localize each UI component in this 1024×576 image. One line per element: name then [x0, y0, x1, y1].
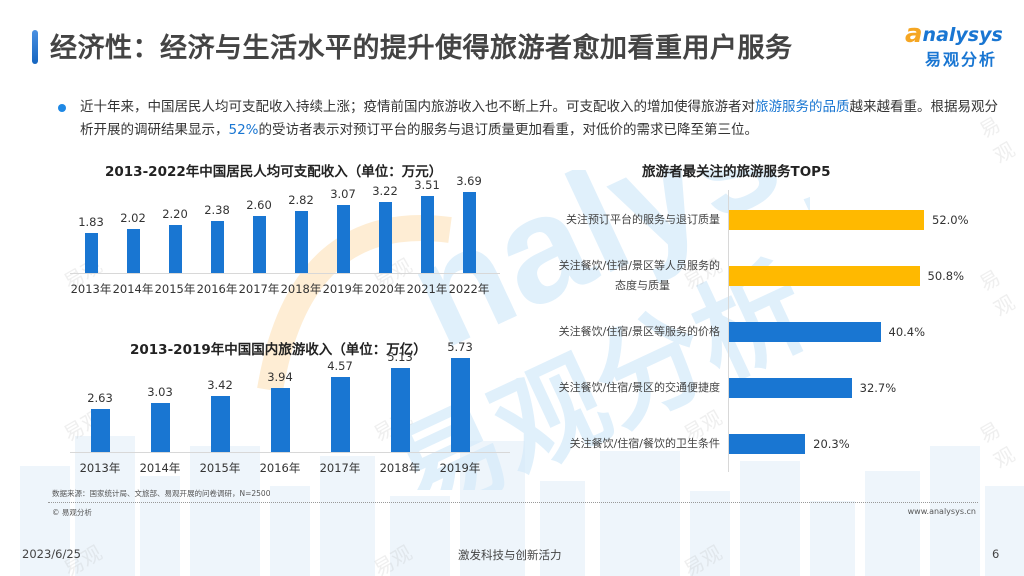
hbar: [729, 210, 924, 230]
x-axis-label: 2015年: [199, 461, 241, 475]
category-label: 关注预订平台的服务与退订质量: [566, 213, 720, 226]
para-highlight-1: 旅游服务的品质: [755, 99, 850, 115]
x-axis-label: 2019年: [439, 461, 481, 475]
city-skyline-background: [20, 436, 1024, 576]
bar: [84, 232, 98, 273]
bar-value-label: 4.57: [327, 359, 353, 374]
bar-value-label: 3.07: [330, 187, 356, 202]
bar-value-label: 32.7%: [859, 381, 897, 395]
bar-value-label: 3.42: [207, 378, 233, 393]
bar: [294, 210, 308, 273]
bar-value-label: 50.8%: [927, 269, 965, 283]
copyright: © 易观分析: [52, 508, 92, 517]
top5-chart-title: 旅游者最关注的旅游服务TOP5: [642, 164, 831, 180]
chart-baseline: [70, 452, 510, 453]
bar: [462, 191, 476, 273]
hbar: [729, 322, 881, 342]
footer-divider: [48, 502, 978, 503]
x-axis-label: 2016年: [196, 282, 238, 296]
data-source: 数据来源：国家统计局、文旅部、易观开展的问卷调研，N=2500: [52, 489, 271, 498]
bullet-dot-icon: [58, 104, 66, 112]
category-label: 关注餐饮/住宿/景区等服务的价格: [558, 325, 720, 338]
para-text-1: 近十年来，中国居民人均可支配收入持续上涨；疫情前国内旅游收入也不断上升。可支配收…: [80, 99, 755, 115]
bar: [336, 205, 350, 273]
bar: [450, 358, 470, 452]
bar: [252, 215, 266, 273]
logo-cn-text: 易观分析: [925, 50, 998, 69]
bar: [126, 228, 140, 273]
x-axis-label: 2013年: [79, 461, 121, 475]
para-text-2: 越来越看重。根据易观分析开展的调研结果显示，: [80, 99, 998, 138]
analysys-logo: a nalysys 易观分析: [905, 20, 1003, 70]
bar-value-label: 40.4%: [888, 325, 926, 339]
bar-value-label: 20.3%: [813, 437, 850, 451]
x-axis-label: 2015年: [154, 282, 196, 296]
bar-value-label: 3.51: [414, 177, 440, 192]
bar: [168, 224, 182, 273]
logo-a-glyph: a: [905, 19, 923, 49]
bar: [90, 409, 110, 452]
logo-en-text: nalysys: [922, 24, 1003, 46]
bar-value-label: 2.20: [162, 206, 188, 221]
x-axis-label: 2014年: [112, 282, 154, 296]
category-label: 关注餐饮/住宿/景区等人员服务的: [558, 259, 720, 272]
bar-value-label: 3.22: [372, 184, 398, 199]
bar-value-label: 52.0%: [932, 213, 969, 227]
x-axis-label: 2017年: [319, 461, 361, 475]
bar-value-label: 3.03: [147, 384, 173, 399]
bar: [210, 220, 224, 273]
chart-baseline: [70, 273, 500, 274]
bar-value-label: 2.82: [288, 192, 314, 207]
para-highlight-2: 52%: [228, 122, 259, 138]
para-text-3: 的受访者表示对预订平台的服务与退订质量更加看重，对低价的需求已降至第三位。: [258, 122, 759, 138]
bar-value-label: 2.02: [120, 210, 146, 225]
bar-value-label: 3.69: [456, 173, 482, 188]
bar-value-label: 3.94: [267, 369, 293, 384]
tourism-bar-chart: 2.63 2013年 3.03 2014年 3.42 2015年 3.94 2016年 4.57…: [70, 340, 510, 485]
x-axis-label: 2018年: [379, 461, 421, 475]
footer-slogan: 激发科技与创新活力: [458, 548, 562, 562]
bar: [390, 368, 410, 452]
bar-value-label: 1.83: [78, 214, 104, 229]
title-accent-bar: [32, 30, 38, 64]
footer-date: 2023/6/25: [22, 547, 81, 561]
x-axis-label: 2014年: [139, 461, 181, 475]
bar-value-label: 2.38: [204, 202, 230, 217]
bar-value-label: 5.13: [387, 350, 413, 365]
hbar: [729, 434, 806, 454]
x-axis-label: 2016年: [259, 461, 301, 475]
website-link[interactable]: www.analysys.cn: [907, 507, 976, 516]
bar: [378, 202, 392, 273]
hbar: [729, 378, 852, 398]
hbar: [729, 266, 920, 286]
summary-paragraph: 近十年来，中国居民人均可支配收入持续上涨；疫情前国内旅游收入也不断上升。可支配收…: [58, 96, 998, 142]
category-label: 关注餐饮/住宿/餐饮的卫生条件: [569, 437, 720, 450]
bar-value-label: 5.73: [447, 340, 473, 355]
bar: [270, 387, 290, 452]
top5-horizontal-bar-chart: 关注预订平台的服务与退订质量 52.0% 关注餐饮/住宿/景区等人员服务的态度与质量…: [520, 190, 1000, 480]
x-axis-label: 2022年: [448, 282, 490, 296]
chart-axis: [728, 190, 729, 472]
bar-value-label: 2.63: [87, 391, 113, 406]
bar: [420, 195, 434, 273]
category-label: 关注餐饮/住宿/景区的交通便捷度: [558, 381, 720, 394]
bar: [210, 396, 230, 452]
bar: [330, 377, 350, 452]
category-label: 态度与质量: [615, 279, 670, 292]
income-chart-title: 2013-2022年中国居民人均可支配收入（单位：万元）: [105, 164, 443, 180]
page-title: 经济性：经济与生活水平的提升使得旅游者愈加看重用户服务: [50, 33, 793, 64]
income-bar-chart: 1.83 2013年 2.02 2014年 2.20 2015年 2.38 2016年 2.60…: [70, 174, 500, 320]
bar-value-label: 2.60: [246, 197, 272, 212]
bar: [150, 402, 170, 452]
x-axis-label: 2013年: [70, 282, 112, 296]
page-number: 6: [992, 547, 1000, 561]
